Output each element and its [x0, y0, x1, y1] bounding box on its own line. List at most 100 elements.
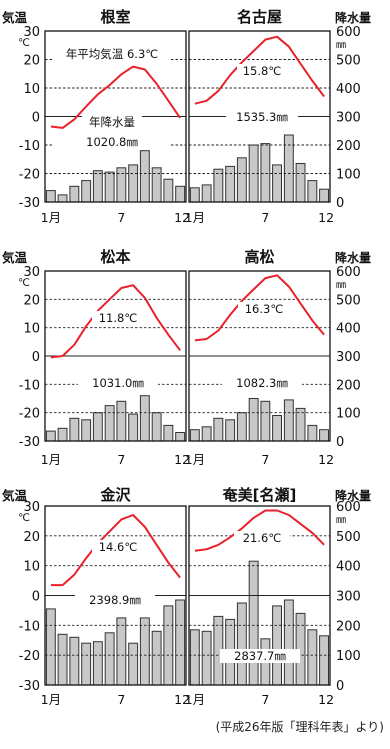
precipitation-tick-label: 500 [336, 54, 361, 69]
precipitation-bar [81, 180, 92, 203]
precipitation-bar [295, 407, 306, 442]
temperature-tick-label: 0 [32, 350, 40, 365]
precipitation-tick-label: 500 [336, 530, 361, 545]
axes-row-3: 気温3020100-10-20-30℃降水量600500400300200100… [2, 488, 371, 694]
precipitation-bar [213, 417, 224, 442]
temperature-tick-label: -20 [19, 649, 40, 664]
precipitation-bar [236, 602, 247, 686]
temperature-tick-label: -30 [19, 435, 40, 450]
temperature-tick-label: 30 [23, 500, 40, 515]
precipitation-bar [163, 178, 174, 203]
temperature-tick-label: 0 [32, 590, 40, 605]
precipitation-bar [69, 636, 80, 686]
temperature-axis-title: 気温 [2, 10, 28, 25]
precipitation-bar [104, 632, 115, 686]
precipitation-unit: ㎜ [336, 40, 346, 51]
month-tick-label: 12 [318, 692, 334, 707]
precipitation-bar [272, 605, 283, 686]
precipitation-tick-label: 100 [336, 168, 361, 183]
precipitation-bar [104, 405, 115, 442]
precipitation-bar [163, 605, 174, 686]
precipitation-tick-label: 500 [336, 293, 361, 308]
axes-row-2: 気温3020100-10-20-30℃降水量600500400300200100… [2, 250, 371, 450]
precipitation-bar [283, 599, 294, 686]
precipitation-tick-label: 300 [336, 350, 361, 365]
plot-frame [44, 505, 187, 686]
axes-row-1: 気温3020100-10-20-30℃降水量600500400300200100… [2, 10, 371, 211]
source-note: (平成26年版「理科年表」より) [215, 720, 384, 734]
temperature-line [50, 284, 181, 359]
annual-precipitation-label-bg [82, 115, 142, 129]
temperature-tick-label: 20 [23, 293, 40, 308]
precipitation-bar [260, 400, 271, 442]
precipitation-bar [201, 184, 212, 203]
precipitation-axis-title: 降水量 [335, 488, 371, 503]
temperature-tick-label: 30 [23, 25, 40, 40]
climate-chart-2: 名古屋 15.8℃ 1535.3㎜ 1月 7 12 [185, 8, 334, 225]
precipitation-bar [151, 167, 162, 203]
plot-frame [44, 270, 187, 442]
precipitation-bar [307, 424, 318, 442]
precipitation-bar [92, 170, 103, 203]
precipitation-tick-label: 0 [336, 196, 344, 211]
precipitation-tick-label: 600 [336, 25, 361, 40]
precipitation-bar [151, 630, 162, 686]
temperature-tick-label: 10 [23, 560, 40, 575]
precipitation-bar [225, 419, 236, 442]
precipitation-tick-label: 400 [336, 82, 361, 97]
temperature-axis-title: 気温 [2, 488, 28, 503]
annual-precipitation-value: 1082.3㎜ [236, 376, 288, 390]
temperature-unit: ℃ [18, 37, 30, 49]
annual-precipitation-value: 1031.0㎜ [92, 376, 144, 390]
annual-temperature-label-bg [238, 302, 290, 316]
precipitation-bar [307, 180, 318, 203]
precipitation-bar [45, 608, 56, 686]
precipitation-tick-label: 400 [336, 322, 361, 337]
annual-precipitation-value-bg [78, 376, 158, 390]
month-tick-label: 7 [117, 210, 125, 225]
precipitation-bar [236, 412, 247, 442]
precipitation-axis-title: 降水量 [335, 250, 371, 265]
plot-frame [188, 270, 331, 442]
climate-chart-5: 金沢 14.6℃ 2398.9㎜ 1月 7 12 [41, 486, 190, 707]
precipitation-bar [189, 629, 200, 686]
temperature-tick-label: 30 [23, 265, 40, 280]
precipitation-bar [307, 629, 318, 686]
precipitation-bar [128, 164, 139, 203]
annual-precipitation-value-bg [226, 110, 298, 124]
precipitation-bar [236, 157, 247, 203]
annual-precipitation-value: 1535.3㎜ [236, 110, 288, 124]
precipitation-bar [201, 426, 212, 442]
annual-precipitation-label: 年降水量 [89, 115, 135, 129]
precipitation-bar [92, 412, 103, 442]
precipitation-tick-label: 300 [336, 111, 361, 126]
precipitation-tick-label: 100 [336, 407, 361, 422]
precipitation-bar [92, 641, 103, 686]
temperature-tick-label: -20 [19, 407, 40, 422]
precipitation-tick-label: 100 [336, 649, 361, 664]
precipitation-bar [139, 617, 150, 686]
precipitation-bar [319, 635, 330, 686]
temperature-line [194, 35, 325, 105]
temperature-unit: ℃ [18, 277, 30, 289]
annual-temperature-label-bg [237, 64, 287, 78]
precipitation-bar [189, 429, 200, 442]
month-tick-label: 7 [261, 210, 269, 225]
precipitation-bar [57, 194, 68, 203]
precipitation-bar [248, 398, 259, 442]
temperature-unit: ℃ [18, 512, 30, 524]
month-tick-label: 1月 [185, 452, 205, 467]
precipitation-bar [139, 150, 150, 203]
precipitation-bar [128, 642, 139, 686]
annual-temperature-label-bg [92, 540, 144, 554]
precipitation-bar [260, 143, 271, 203]
plot-frame [188, 30, 331, 203]
annual-precipitation-value-bg [220, 649, 300, 663]
precipitation-bar [57, 427, 68, 442]
precipitation-bar [283, 399, 294, 442]
city-title: 松本 [100, 248, 130, 266]
annual-precipitation-value-bg [53, 135, 171, 149]
annual-precipitation-value: 2837.7㎜ [234, 649, 286, 663]
